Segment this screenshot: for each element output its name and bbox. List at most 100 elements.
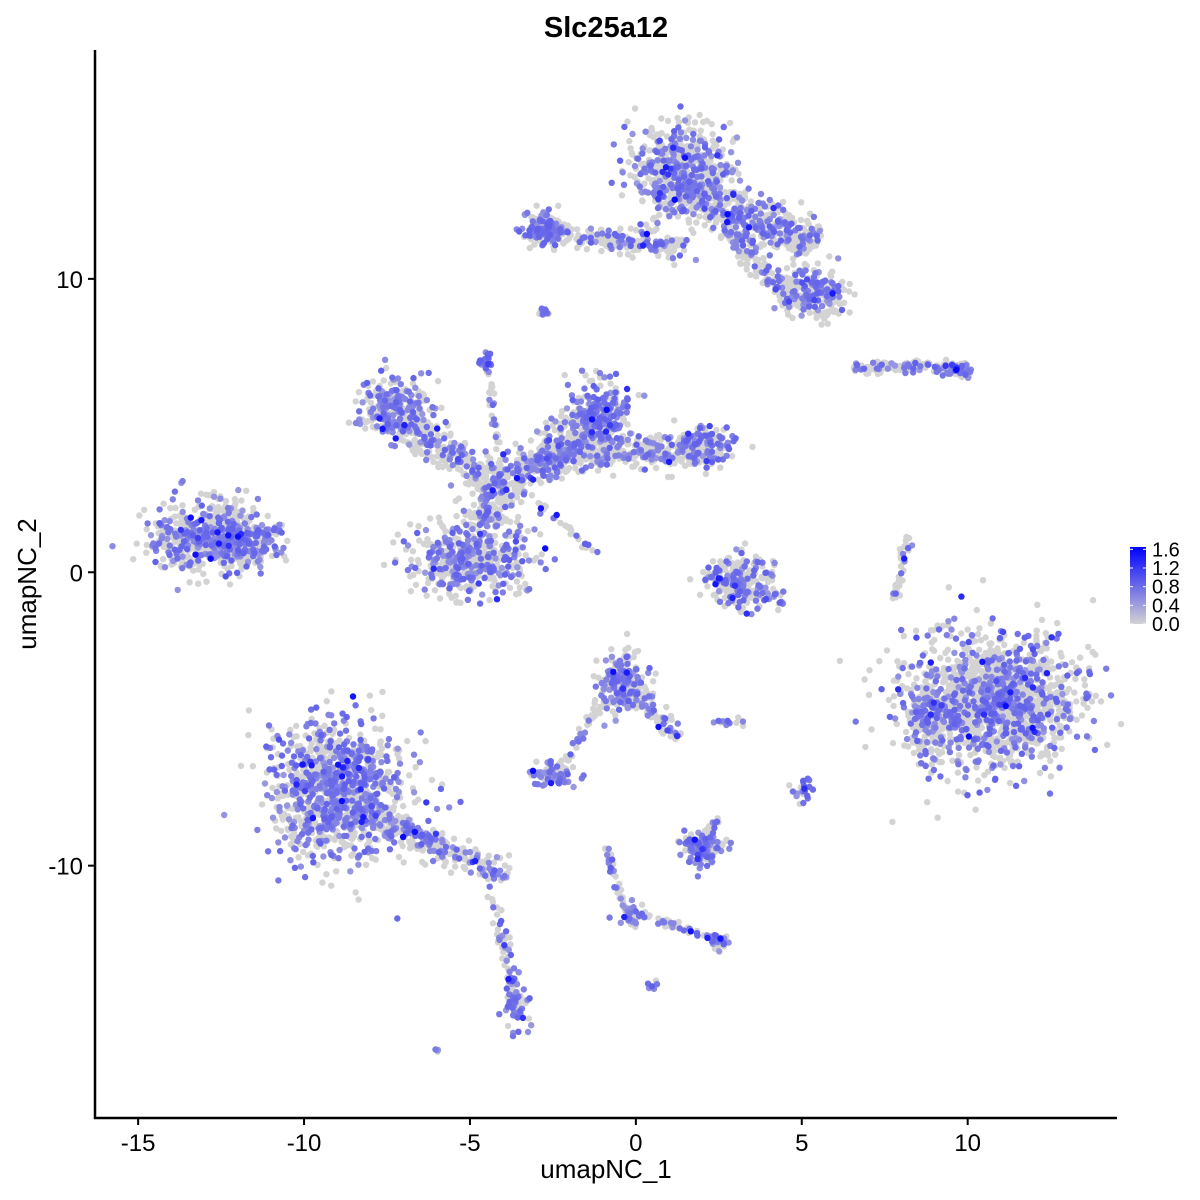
point — [505, 852, 513, 859]
point — [476, 480, 483, 488]
point — [664, 473, 672, 481]
point — [522, 580, 529, 588]
point — [624, 421, 631, 428]
point — [889, 739, 897, 747]
point — [642, 221, 650, 228]
point — [513, 578, 521, 585]
point — [639, 197, 646, 204]
point — [1092, 692, 1100, 699]
point — [922, 678, 929, 685]
point — [383, 364, 390, 372]
point — [508, 480, 515, 487]
point — [167, 505, 174, 512]
point — [143, 526, 150, 533]
point — [671, 417, 678, 424]
point — [422, 861, 429, 868]
point — [380, 561, 388, 568]
point — [350, 850, 357, 858]
point — [258, 801, 266, 808]
point — [902, 728, 910, 736]
point — [982, 649, 989, 657]
point — [245, 731, 252, 739]
point — [890, 693, 898, 700]
point — [428, 453, 435, 461]
point — [618, 192, 626, 199]
point — [648, 127, 656, 134]
point — [696, 213, 703, 220]
point — [865, 691, 873, 698]
point — [442, 461, 449, 469]
point — [304, 852, 312, 859]
point — [173, 520, 180, 527]
point — [269, 784, 276, 791]
point — [840, 286, 848, 293]
point — [1036, 769, 1044, 777]
point — [671, 261, 678, 269]
point — [496, 463, 503, 471]
point — [988, 640, 995, 647]
point — [558, 475, 565, 482]
point — [513, 494, 521, 501]
point — [846, 309, 853, 316]
point — [658, 115, 665, 122]
point — [512, 440, 519, 447]
point — [586, 377, 594, 385]
point — [924, 799, 931, 806]
point — [1033, 627, 1040, 634]
point — [231, 513, 238, 520]
point — [979, 577, 987, 584]
point — [415, 560, 422, 567]
point — [504, 1022, 512, 1030]
point — [631, 105, 639, 112]
point — [1038, 616, 1046, 623]
point — [616, 251, 624, 258]
point — [937, 654, 944, 662]
point — [813, 314, 820, 321]
point — [655, 431, 663, 439]
point — [749, 443, 756, 451]
point — [409, 447, 417, 454]
point — [423, 592, 430, 599]
point — [876, 658, 883, 665]
point — [498, 906, 505, 914]
point — [237, 762, 245, 769]
point — [912, 627, 920, 634]
point — [203, 578, 210, 585]
point — [447, 869, 455, 876]
point — [702, 470, 710, 478]
point — [862, 743, 869, 751]
point — [490, 574, 497, 582]
point — [424, 536, 431, 543]
point — [460, 863, 467, 870]
point — [453, 513, 460, 520]
point — [362, 425, 369, 432]
point — [307, 747, 315, 754]
point — [883, 647, 891, 654]
point — [394, 751, 401, 758]
point — [293, 769, 300, 776]
point — [1047, 773, 1055, 780]
point — [861, 676, 868, 683]
point — [631, 463, 638, 470]
point — [412, 581, 420, 589]
point — [284, 537, 291, 544]
point — [627, 172, 634, 179]
point — [610, 472, 617, 479]
point — [352, 398, 359, 405]
point — [293, 722, 300, 730]
point — [407, 588, 415, 595]
point — [399, 842, 406, 850]
point — [996, 754, 1004, 761]
point — [404, 737, 411, 745]
point — [1058, 745, 1065, 752]
point — [215, 504, 222, 511]
point — [565, 429, 573, 436]
point — [450, 835, 458, 842]
point — [336, 737, 343, 744]
point — [489, 896, 496, 903]
point — [693, 219, 700, 226]
point — [1089, 597, 1097, 604]
point — [905, 670, 912, 678]
point — [945, 656, 952, 663]
point — [561, 371, 568, 379]
